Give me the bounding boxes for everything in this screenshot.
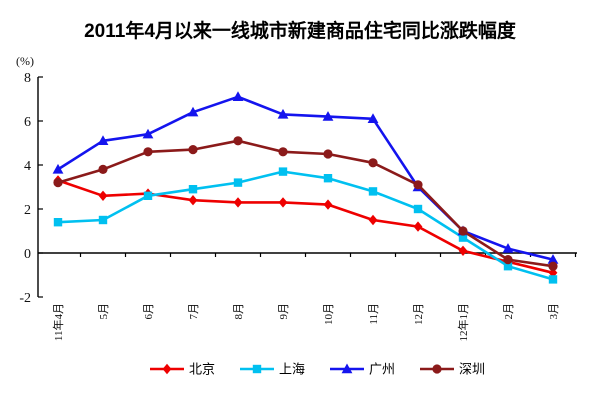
series-marker-beijing	[368, 214, 378, 226]
y-axis-tick-label: -2	[19, 291, 31, 306]
series-marker-shanghai	[143, 191, 153, 200]
y-axis-unit-label: (%)	[16, 54, 34, 68]
series-marker-shenzhen	[368, 158, 378, 168]
legend-marker-shenzhen	[432, 364, 442, 374]
series-marker-guangzhou	[547, 254, 559, 264]
series-marker-shanghai	[278, 167, 288, 176]
x-axis-category-label: 12月	[413, 303, 425, 325]
legend-label-guangzhou: 广州	[369, 362, 395, 377]
series-marker-shanghai	[413, 204, 423, 214]
x-axis-category-label: 3月	[548, 303, 560, 320]
legend-marker-beijing	[162, 363, 172, 375]
x-axis-category-label: 11月	[368, 303, 380, 325]
legend-label-beijing: 北京	[189, 362, 215, 377]
series-marker-beijing	[413, 221, 423, 232]
series-marker-guangzhou	[187, 106, 199, 117]
series-marker-shanghai	[548, 275, 558, 284]
series-marker-shanghai	[188, 185, 198, 194]
series-marker-shenzhen	[323, 149, 333, 159]
series-line-beijing	[56, 179, 555, 275]
series-marker-shanghai	[503, 262, 513, 271]
series-marker-shenzhen	[188, 145, 198, 155]
series-marker-shanghai	[368, 187, 378, 196]
y-axis-tick-label: 2	[24, 203, 31, 218]
series-marker-shanghai	[458, 233, 468, 242]
series-marker-guangzhou	[97, 135, 109, 145]
y-axis-tick-label: 0	[24, 247, 31, 262]
legend-marker-guangzhou	[341, 363, 353, 374]
series-marker-shanghai	[98, 215, 108, 225]
series-marker-shenzhen	[278, 147, 288, 157]
chart-title: 2011年4月以来一线城市新建商品住宅同比涨跌幅度	[84, 21, 516, 42]
series-marker-shenzhen	[458, 226, 468, 236]
legend-label-shenzhen: 深圳	[459, 362, 485, 377]
series-marker-beijing	[188, 195, 198, 206]
series-marker-guangzhou	[277, 108, 289, 119]
series-marker-beijing	[233, 197, 243, 208]
series-marker-beijing	[278, 197, 288, 208]
series-marker-guangzhou	[367, 113, 379, 123]
series-marker-shenzhen	[98, 164, 108, 174]
x-axis-category-label: 12年1月	[456, 303, 470, 342]
series-marker-shanghai	[53, 218, 63, 227]
series-line-shenzhen	[56, 139, 555, 268]
series-marker-guangzhou	[502, 243, 514, 253]
x-axis-category-label: 7月	[188, 303, 200, 320]
series-marker-shenzhen	[143, 147, 153, 157]
series-marker-beijing	[323, 199, 333, 210]
series-marker-shanghai	[323, 174, 333, 183]
x-axis-category-label: 8月	[233, 303, 245, 320]
x-axis-category-label: 2月	[503, 303, 515, 320]
series-marker-guangzhou	[322, 111, 334, 121]
series-marker-beijing	[458, 245, 468, 256]
x-axis-category-label: 5月	[98, 303, 110, 320]
y-axis-tick-label: 4	[24, 159, 31, 174]
series-marker-shenzhen	[548, 261, 558, 271]
series-marker-shenzhen	[503, 255, 513, 265]
series-marker-guangzhou	[52, 163, 64, 174]
x-axis-category-label: 6月	[143, 303, 155, 320]
x-axis-category-label: 10月	[323, 303, 335, 325]
series-marker-guangzhou	[232, 91, 244, 101]
legend-marker-shanghai	[252, 364, 262, 374]
series-line-shanghai	[56, 170, 555, 281]
series-marker-shenzhen	[413, 180, 423, 190]
x-axis-category-label: 9月	[278, 303, 290, 320]
y-axis-tick-label: 6	[24, 115, 31, 130]
series-marker-shenzhen	[233, 136, 243, 146]
series-marker-shanghai	[233, 178, 243, 187]
y-axis-tick-label: 8	[24, 71, 31, 86]
series-marker-guangzhou	[142, 128, 154, 139]
legend-label-shanghai: 上海	[279, 362, 305, 377]
x-axis-category-label: 11年4月	[51, 303, 65, 341]
series-line-guangzhou	[56, 95, 555, 261]
series-marker-beijing	[98, 190, 108, 201]
series-marker-shenzhen	[53, 178, 63, 188]
